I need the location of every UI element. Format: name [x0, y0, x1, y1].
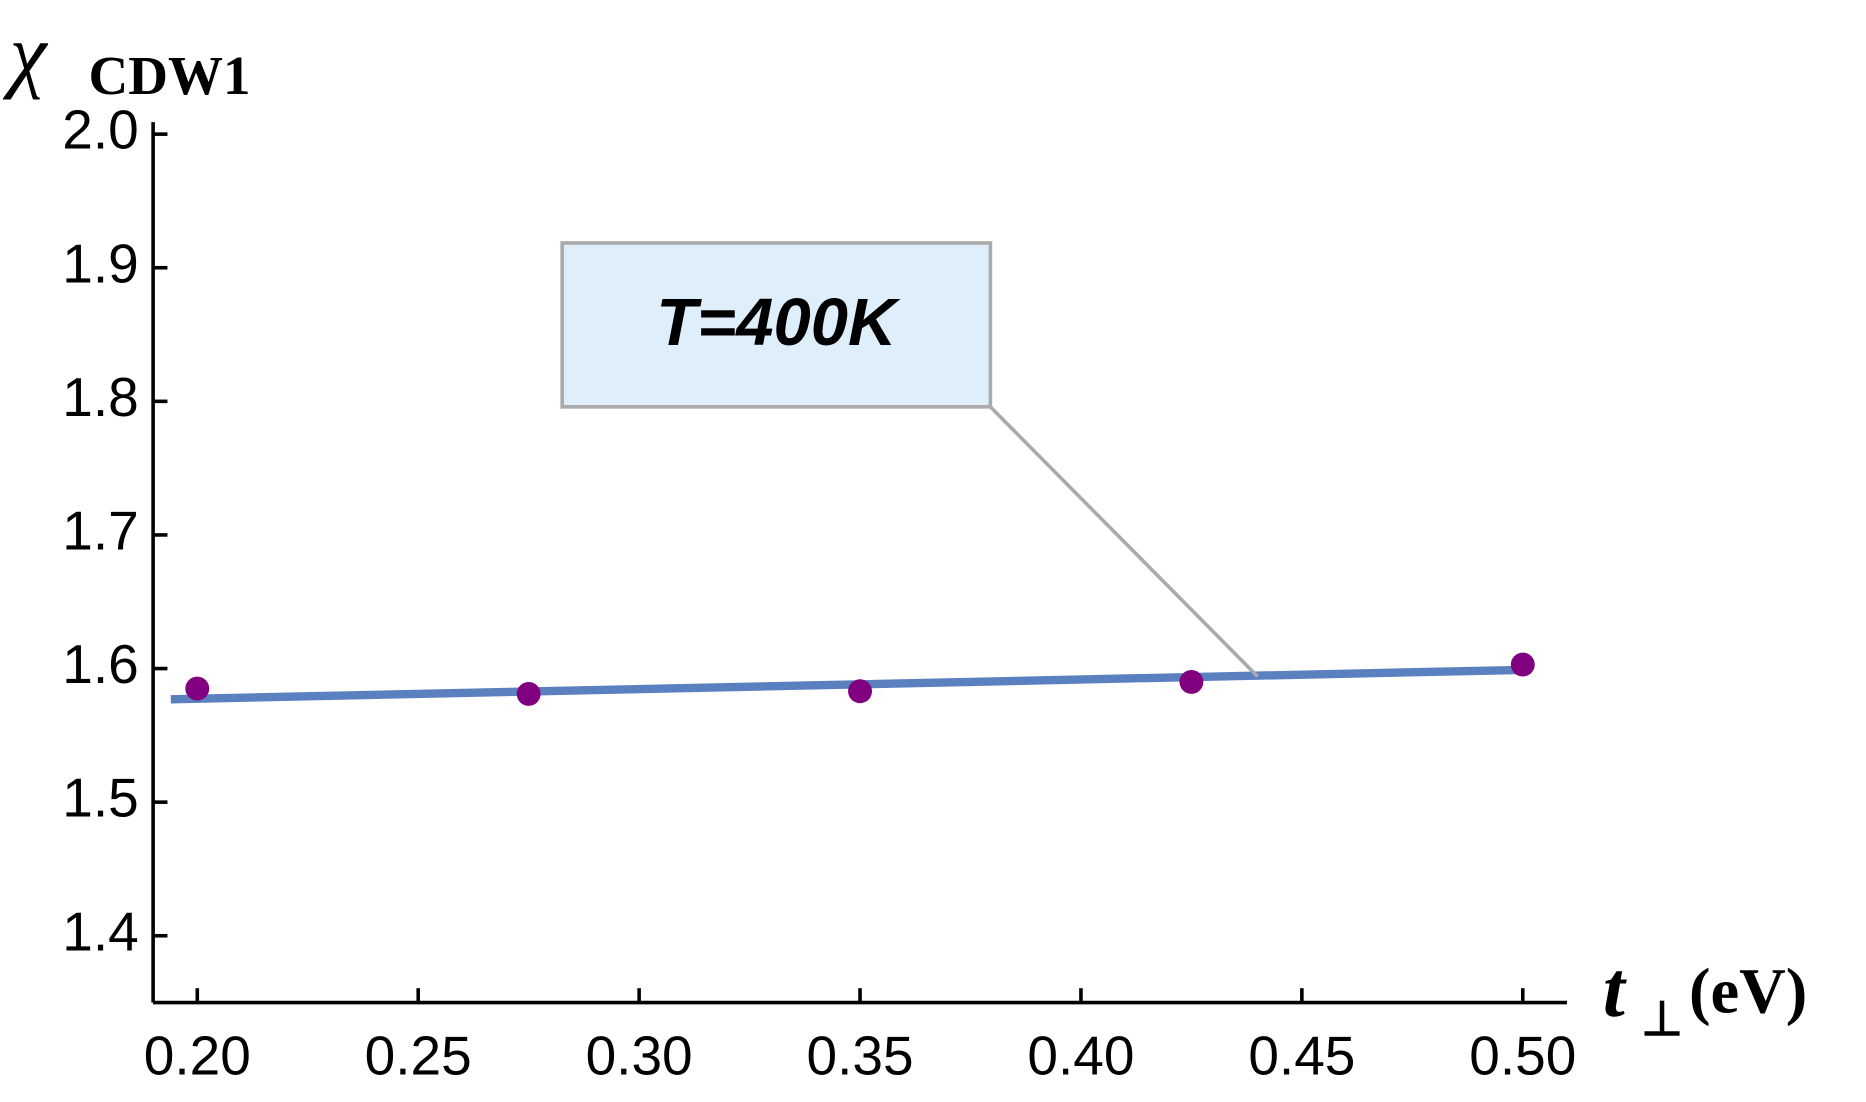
y-tick-label: 1.5 [62, 767, 138, 829]
point [516, 681, 541, 706]
point [185, 676, 210, 701]
point [1179, 669, 1204, 694]
x-tick-label: 0.35 [806, 1024, 913, 1086]
x-tick-label: 0.45 [1248, 1024, 1355, 1086]
x-tick-label: 0.20 [144, 1024, 251, 1086]
annotation-leader [989, 405, 1259, 678]
x-label-unit: (eV) [1689, 955, 1807, 1028]
fit-line [170, 665, 1523, 704]
y-tick-label: 2.0 [62, 99, 138, 161]
y-tick-label: 1.9 [62, 232, 138, 294]
annotation-text: T=400K [656, 285, 901, 360]
x-tick-label: 0.30 [586, 1024, 693, 1086]
point [1510, 652, 1535, 677]
y-label-sub: CDW1 [89, 45, 251, 106]
annotation-box [560, 241, 993, 409]
y-tick-label: 1.7 [62, 499, 138, 561]
y-tick-label: 1.4 [62, 900, 138, 962]
y-label: χ [3, 8, 49, 101]
x-tick-label: 0.50 [1469, 1024, 1576, 1086]
x-tick-label: 0.40 [1027, 1024, 1134, 1086]
y-tick-label: 1.6 [62, 633, 138, 695]
x-label: t [1603, 947, 1627, 1034]
x-label-sub: ⊥ [1641, 993, 1683, 1046]
y-tick-label: 1.8 [62, 366, 138, 428]
point [848, 679, 872, 704]
x-tick-label: 0.25 [365, 1024, 472, 1086]
